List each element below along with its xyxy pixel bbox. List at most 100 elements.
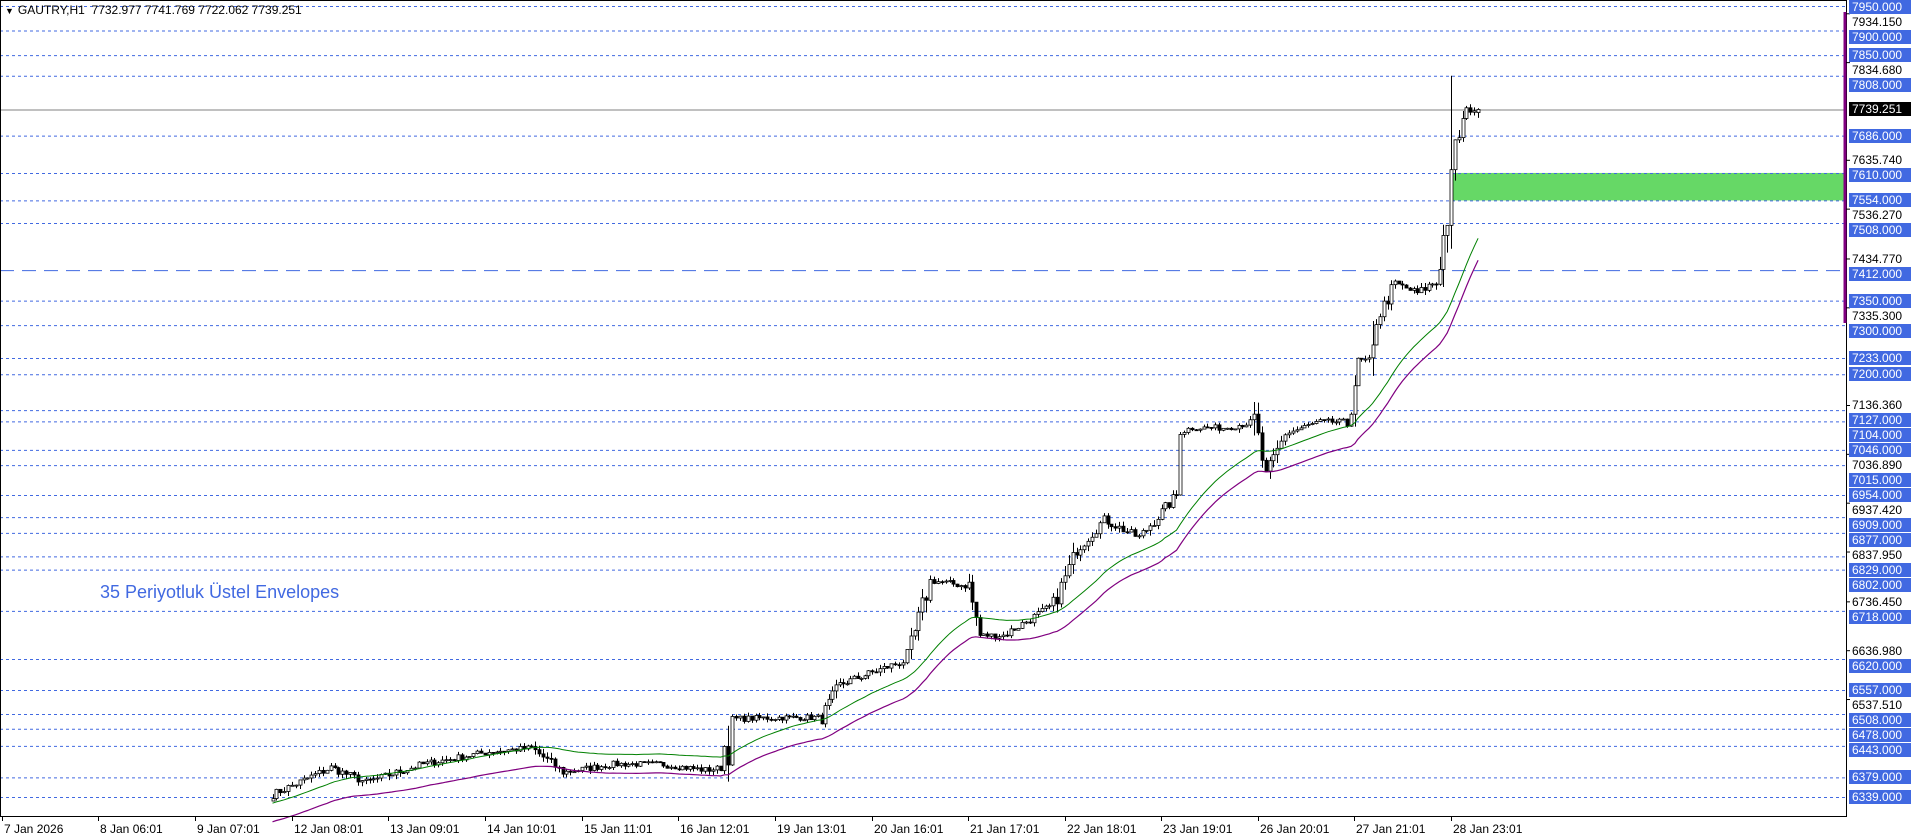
candle-body bbox=[1408, 287, 1413, 291]
candle-body bbox=[1371, 344, 1376, 359]
candle-body bbox=[981, 633, 986, 636]
candle-body bbox=[568, 770, 573, 773]
y-tick-label: 7536.270 bbox=[1852, 208, 1903, 223]
candle-body bbox=[599, 766, 604, 770]
candle-body bbox=[963, 585, 968, 589]
candle-body bbox=[654, 761, 659, 764]
candle-body bbox=[665, 765, 670, 769]
candle-body bbox=[1389, 284, 1394, 305]
candle-body bbox=[1310, 423, 1315, 425]
candle-body bbox=[1291, 430, 1296, 434]
candle-body bbox=[1202, 426, 1207, 430]
candle-body bbox=[1152, 525, 1157, 527]
x-tick-label: 26 Jan 20:01 bbox=[1260, 822, 1330, 836]
candle-body bbox=[329, 765, 334, 771]
y-tick-label: 6636.980 bbox=[1852, 643, 1903, 658]
level-price-label: 7046.000 bbox=[1849, 443, 1911, 458]
level-price-label: 6802.000 bbox=[1849, 578, 1911, 593]
envelope-upper-line bbox=[272, 238, 1479, 804]
indicator-annotation: 35 Periyotluk Üstel Envelopes bbox=[100, 582, 340, 602]
candle-body bbox=[607, 767, 612, 769]
candle-body bbox=[588, 765, 593, 771]
level-price-label: 7900.000 bbox=[1849, 30, 1911, 44]
candle-body bbox=[1098, 522, 1103, 535]
candle-body bbox=[920, 597, 925, 613]
candle-body bbox=[630, 763, 635, 765]
candle-body bbox=[642, 761, 647, 764]
candle-body bbox=[483, 752, 488, 756]
level-price-label: 6877.000 bbox=[1849, 533, 1911, 548]
x-tick-label: 8 Jan 06:01 bbox=[100, 822, 163, 836]
x-tick-label: 16 Jan 12:01 bbox=[680, 822, 750, 836]
candle-body bbox=[1205, 426, 1210, 429]
candle-body bbox=[340, 770, 345, 775]
candle-body bbox=[282, 791, 287, 794]
candle-body bbox=[1468, 107, 1473, 113]
candle-body bbox=[791, 715, 796, 718]
candles bbox=[271, 75, 1481, 802]
candle-body bbox=[932, 579, 937, 584]
candle-body bbox=[650, 761, 655, 764]
candle-body bbox=[856, 675, 861, 679]
candle-body bbox=[638, 761, 643, 767]
level-price-label: 7850.000 bbox=[1849, 48, 1911, 63]
level-price-label: 7610.000 bbox=[1849, 168, 1911, 183]
candle-body bbox=[471, 753, 476, 757]
candle-body bbox=[1167, 502, 1172, 508]
candle-body bbox=[429, 759, 434, 763]
candle-body bbox=[541, 753, 546, 758]
triangle-down-icon[interactable]: ▼ bbox=[5, 6, 14, 16]
y-tick-label: 7335.300 bbox=[1852, 308, 1903, 323]
candle-body bbox=[529, 745, 534, 748]
candle-body bbox=[1268, 460, 1273, 472]
candle-body bbox=[1129, 529, 1134, 533]
candle-body bbox=[1067, 564, 1072, 577]
envelope-lower-line bbox=[272, 260, 1479, 823]
candle-body bbox=[699, 767, 704, 772]
level-price-label: 6829.000 bbox=[1849, 563, 1911, 578]
candle-body bbox=[1299, 427, 1304, 431]
candle-body bbox=[1144, 529, 1149, 532]
x-tick-label: 15 Jan 11:01 bbox=[584, 822, 653, 836]
level-price-label: 6954.000 bbox=[1849, 488, 1911, 503]
candle-body bbox=[1121, 525, 1126, 533]
candle-body bbox=[859, 677, 864, 680]
candle-body bbox=[1252, 413, 1257, 421]
candle-body bbox=[1086, 540, 1091, 547]
candle-body bbox=[1078, 549, 1083, 556]
candle-body bbox=[1016, 627, 1021, 631]
candle-body bbox=[1055, 596, 1060, 605]
level-price-label: 6909.000 bbox=[1849, 518, 1911, 533]
candle-body bbox=[688, 766, 693, 770]
candle-body bbox=[830, 690, 835, 700]
candle-body bbox=[1430, 283, 1435, 286]
candle-body bbox=[1415, 288, 1420, 294]
candle-body bbox=[1472, 110, 1477, 113]
candle-body bbox=[1326, 418, 1331, 421]
candle-body bbox=[658, 761, 663, 764]
candle-body bbox=[619, 762, 624, 767]
candle-body bbox=[333, 765, 338, 769]
level-price-label: 7686.000 bbox=[1849, 128, 1911, 143]
candle-body bbox=[970, 581, 975, 603]
candle-body bbox=[1393, 280, 1398, 286]
x-tick-label: 28 Jan 23:01 bbox=[1453, 822, 1523, 836]
candle-body bbox=[1287, 432, 1292, 436]
candle-body bbox=[1148, 525, 1153, 531]
candle-body bbox=[1374, 324, 1379, 346]
candle-body bbox=[1476, 109, 1481, 113]
candle-body bbox=[1109, 523, 1114, 528]
candle-body bbox=[417, 761, 422, 769]
candle-body bbox=[889, 663, 894, 669]
candle-body bbox=[390, 774, 395, 777]
candle-body bbox=[1295, 429, 1300, 432]
candle-body bbox=[848, 678, 853, 685]
candle-body bbox=[572, 771, 577, 774]
candle-body bbox=[1271, 454, 1276, 462]
candle-body bbox=[734, 716, 739, 719]
candle-body bbox=[317, 769, 322, 775]
candle-body bbox=[805, 714, 810, 721]
candle-body bbox=[680, 765, 685, 771]
candle-body bbox=[722, 746, 727, 772]
